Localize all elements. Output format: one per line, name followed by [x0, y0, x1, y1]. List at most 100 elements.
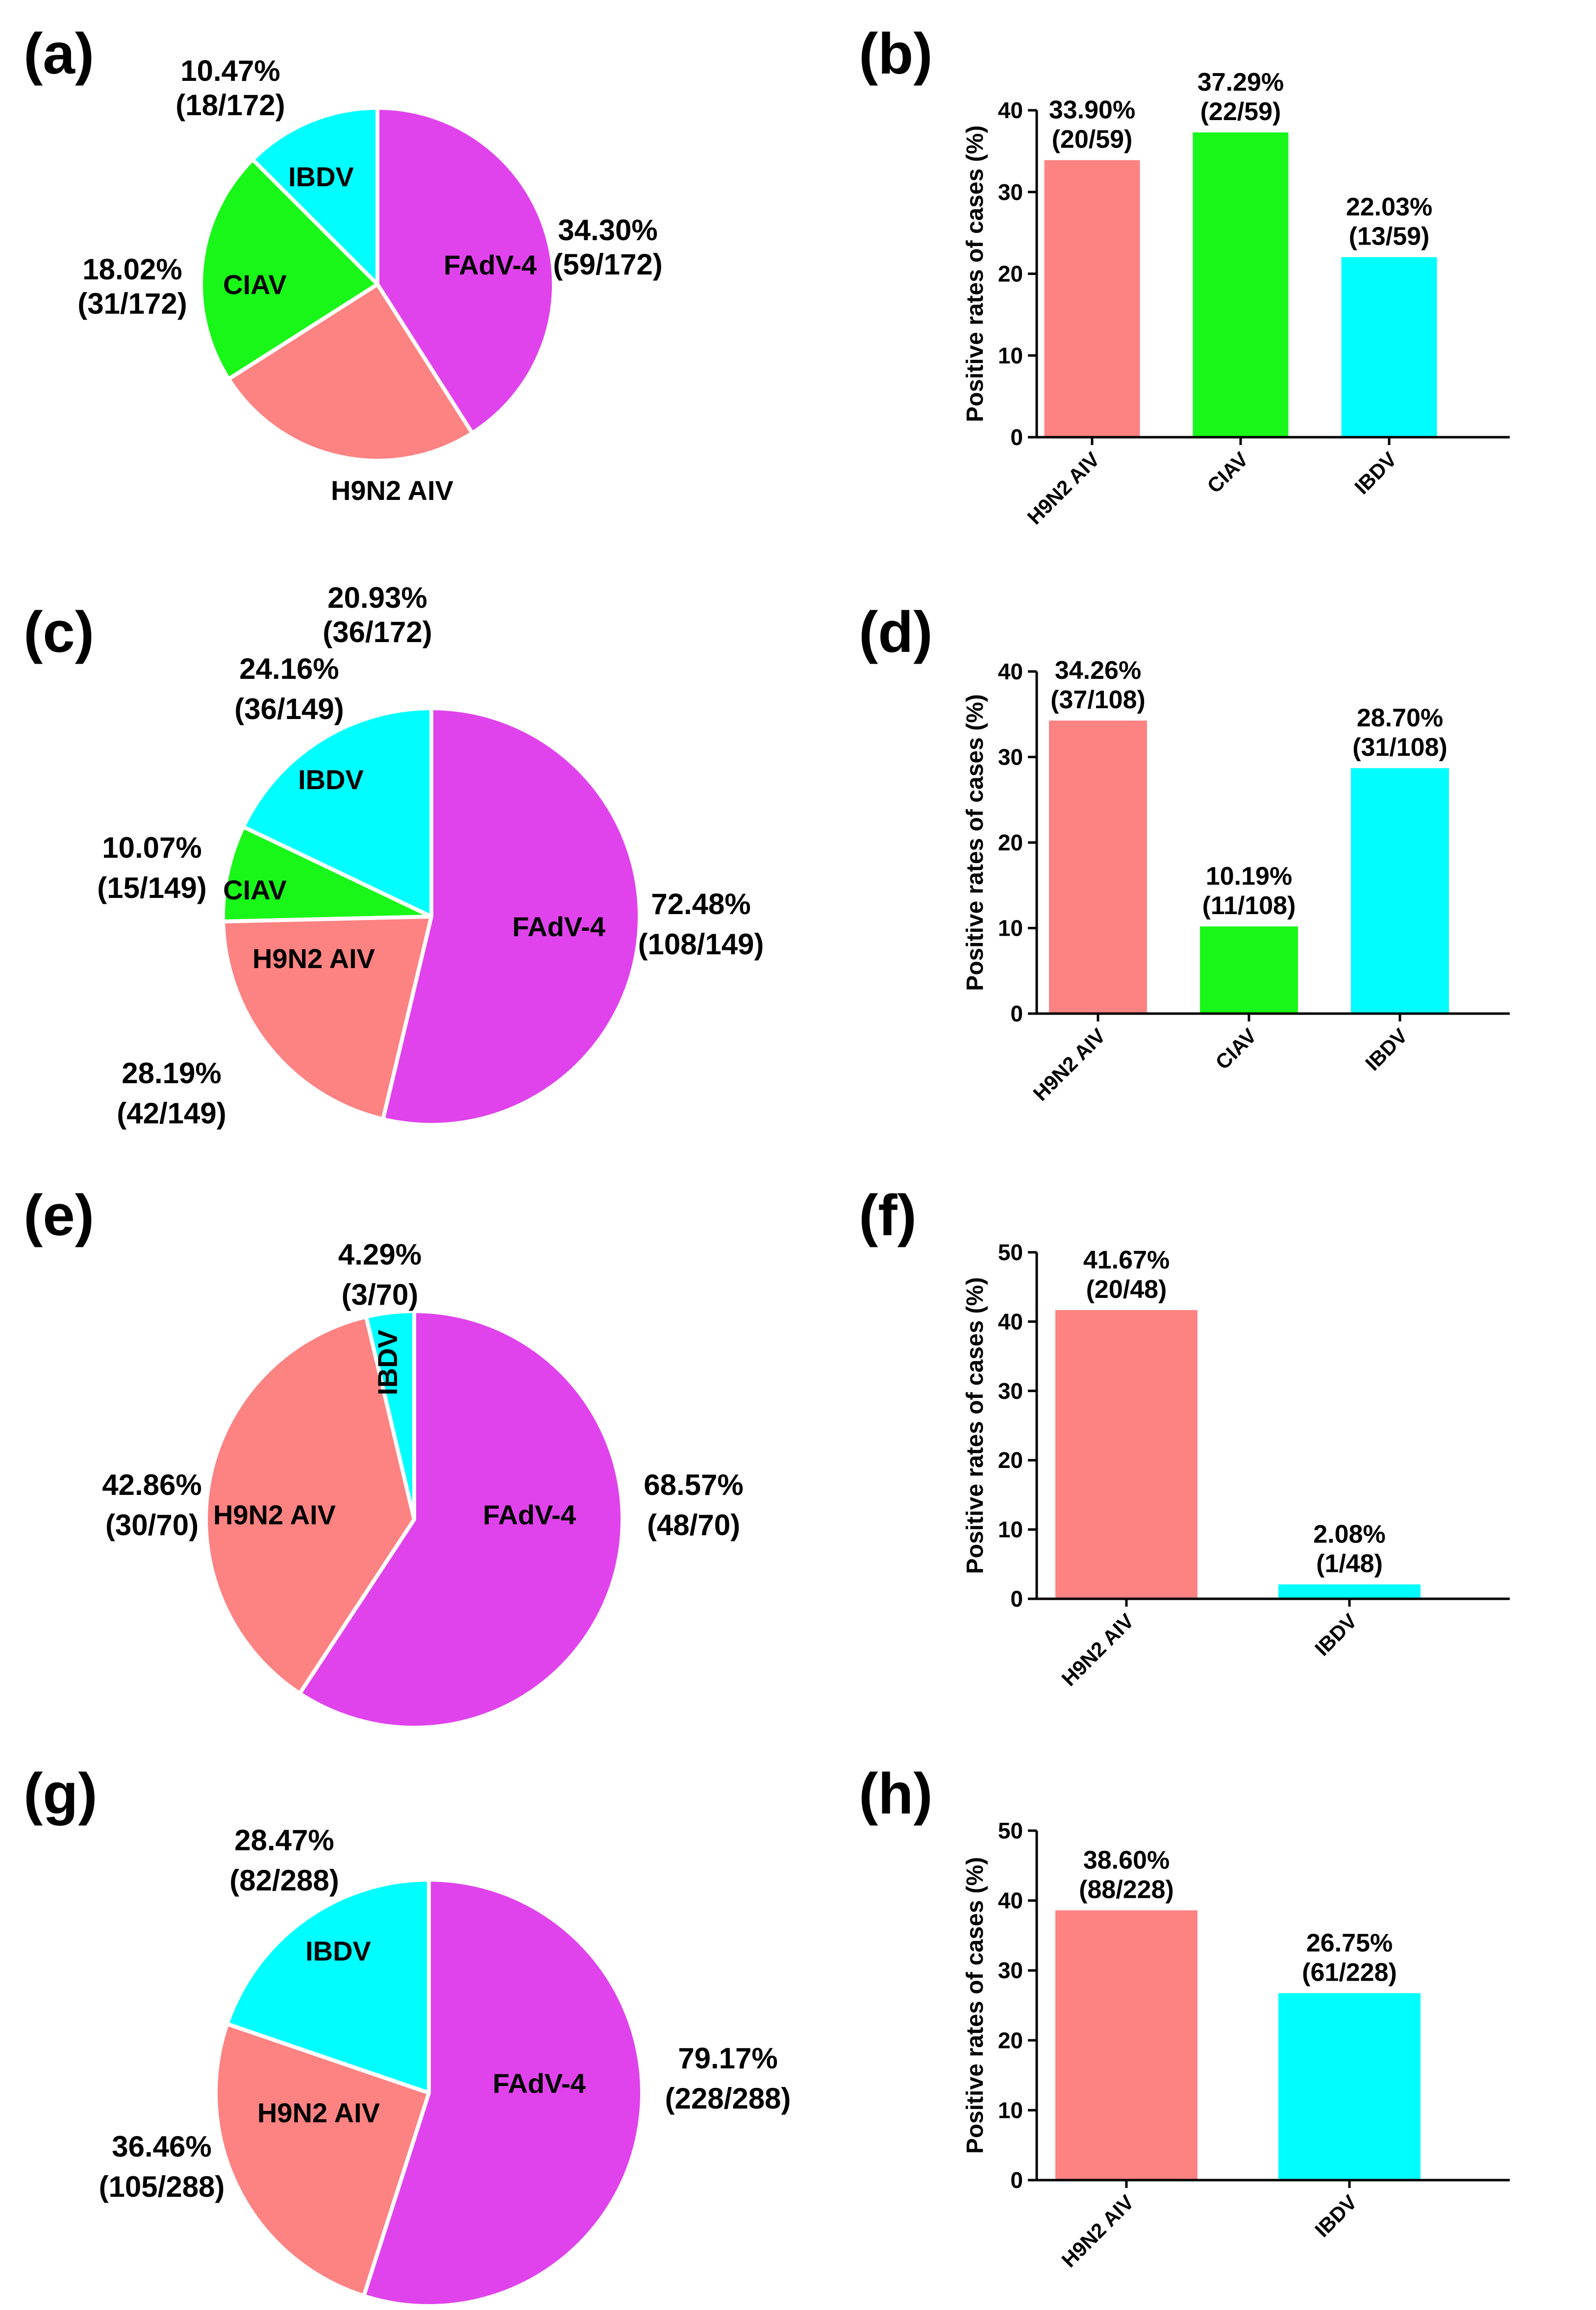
bar-value-label: 10.19% [1206, 862, 1292, 891]
y-tick-label: 20 [998, 1447, 1023, 1473]
slice-label: CIAV [223, 269, 287, 300]
pie-slice [364, 1309, 416, 1521]
slice-fraction: (42/149) [117, 1097, 226, 1130]
y-tick-label: 0 [1010, 2167, 1023, 2193]
pie-slice [226, 282, 474, 463]
slice-fraction: (31/172) [77, 287, 187, 320]
bar-value-label: 38.60% [1083, 1846, 1170, 1875]
bar-value-label: 34.26% [1055, 656, 1141, 685]
y-tick-label: 30 [998, 1958, 1023, 1983]
bar [1341, 257, 1437, 437]
bar-fraction-label: (1/48) [1316, 1550, 1383, 1578]
slice-percent: 10.07% [102, 831, 202, 864]
y-tick-label: 0 [1010, 1001, 1023, 1026]
slice-fraction: (36/172) [323, 616, 432, 648]
bar [1193, 132, 1289, 438]
y-tick-label: 40 [998, 98, 1023, 123]
x-tick-label: H9N2 AIV [1023, 447, 1104, 529]
slice-percent: 28.47% [234, 1824, 334, 1857]
slice-label: H9N2 AIV [213, 1499, 336, 1530]
slice-fraction: (48/70) [647, 1509, 740, 1541]
pie-slice [199, 157, 379, 381]
y-tick-label: 0 [1010, 424, 1023, 450]
y-tick-label: 20 [998, 261, 1023, 287]
pie-slice [298, 1309, 624, 1730]
x-tick-label: CIAV [1202, 447, 1252, 497]
bar [1200, 926, 1298, 1014]
bar-fraction-label: (88/228) [1079, 1876, 1174, 1904]
x-tick-label: H9N2 AIV [1057, 2190, 1139, 2272]
slice-percent: 79.17% [678, 2042, 778, 2075]
slice-percent: 36.46% [112, 2130, 212, 2163]
pie-chart: FAdV-4 H9N2 AIV CIAV IBDV 34.30%(59/172) 20.9… [77, 54, 662, 648]
x-tick-label: CIAV [1211, 1024, 1261, 1074]
slice-percent: 24.16% [239, 652, 339, 685]
bar-fraction-label: (20/59) [1052, 125, 1133, 154]
slice-label: FAdV-4 [483, 1499, 576, 1530]
bar-fraction-label: (11/108) [1202, 892, 1296, 920]
y-tick-label: 10 [998, 1517, 1023, 1542]
pie-slice [225, 1878, 431, 2095]
slice-fraction: (18/172) [175, 89, 285, 122]
bar [1055, 1910, 1197, 2180]
bar-value-label: 2.08% [1313, 1520, 1385, 1549]
slice-label: IBDV [288, 161, 354, 192]
y-axis-label: Positive rates of cases (%) [962, 125, 988, 422]
slice-fraction: (228/288) [665, 2082, 791, 2115]
y-tick-label: 0 [1010, 1586, 1023, 1612]
bar-fraction-label: (20/48) [1086, 1275, 1167, 1304]
x-tick-label: H9N2 AIV [1029, 1024, 1110, 1105]
y-tick-label: 50 [998, 1240, 1023, 1265]
slice-percent: 42.86% [102, 1468, 202, 1501]
slice-percent: 18.02% [82, 253, 182, 286]
pie-slice [241, 706, 433, 919]
y-tick-label: 20 [998, 2028, 1023, 2053]
y-tick-label: 30 [998, 1378, 1023, 1404]
slice-fraction: (82/288) [229, 1864, 339, 1897]
x-tick-label: IBDV [1310, 2190, 1361, 2241]
panel-label: (a) [24, 22, 94, 86]
slice-label: IBDV [372, 1330, 403, 1395]
panel-label: (b) [859, 22, 933, 86]
bar-value-label: 37.29% [1197, 68, 1284, 97]
bar-value-label: 28.70% [1357, 704, 1443, 732]
slice-fraction: (15/149) [97, 871, 206, 904]
slice-label: H9N2 AIV [331, 475, 453, 506]
slice-fraction: (108/149) [638, 928, 764, 961]
x-tick-label: H9N2 AIV [1057, 1609, 1139, 1690]
y-tick-label: 20 [998, 830, 1023, 855]
bar [1278, 1993, 1421, 2180]
x-tick-label: IBDV [1361, 1024, 1412, 1075]
bar [1049, 720, 1147, 1014]
pie-slice [221, 915, 433, 1121]
x-tick-label: IBDV [1350, 447, 1401, 498]
slice-label: IBDV [298, 764, 364, 795]
y-tick-label: 50 [998, 1818, 1023, 1843]
slice-label: H9N2 AIV [257, 2097, 380, 2128]
bar-fraction-label: (13/59) [1349, 223, 1430, 251]
y-tick-label: 10 [998, 2097, 1023, 2123]
slice-percent: 10.47% [180, 54, 280, 87]
bar-fraction-label: (61/228) [1302, 1959, 1397, 1987]
y-tick-label: 40 [998, 1888, 1023, 1913]
bar-value-label: 33.90% [1049, 96, 1135, 124]
slice-percent: 34.30% [558, 214, 658, 247]
slice-label: H9N2 AIV [252, 943, 375, 974]
slice-label: IBDV [305, 1936, 371, 1966]
bar [1278, 1584, 1421, 1599]
bar-value-label: 41.67% [1083, 1246, 1170, 1274]
pie-chart: FAdV-4 H9N2 AIV IBDV 79.17% (228/288) 36.46% (… [99, 1824, 791, 2308]
pie-slice [204, 1315, 416, 1696]
bar-chart: 41.67%(20/48) H9N2 AIV 2.08%(1/48) IBDV 0 10 2… [962, 1240, 1510, 1690]
y-axis-label: Positive rates of cases (%) [962, 694, 988, 991]
bar-chart: 33.90%(20/59) H9N2 AIV 37.29%(22/59) CIAV 22… [962, 68, 1510, 529]
slice-percent: 28.19% [122, 1057, 222, 1090]
slice-percent: 68.57% [644, 1468, 744, 1501]
pie-slice [362, 1878, 644, 2308]
bar-chart: 34.26%(37/108) H9N2 AIV 10.19%(11/108) CIAV… [962, 656, 1510, 1105]
y-axis-label: Positive rates of cases (%) [962, 1277, 988, 1574]
y-tick-label: 30 [998, 745, 1023, 770]
slice-fraction: (59/172) [553, 248, 662, 281]
x-tick-label: IBDV [1310, 1609, 1361, 1660]
